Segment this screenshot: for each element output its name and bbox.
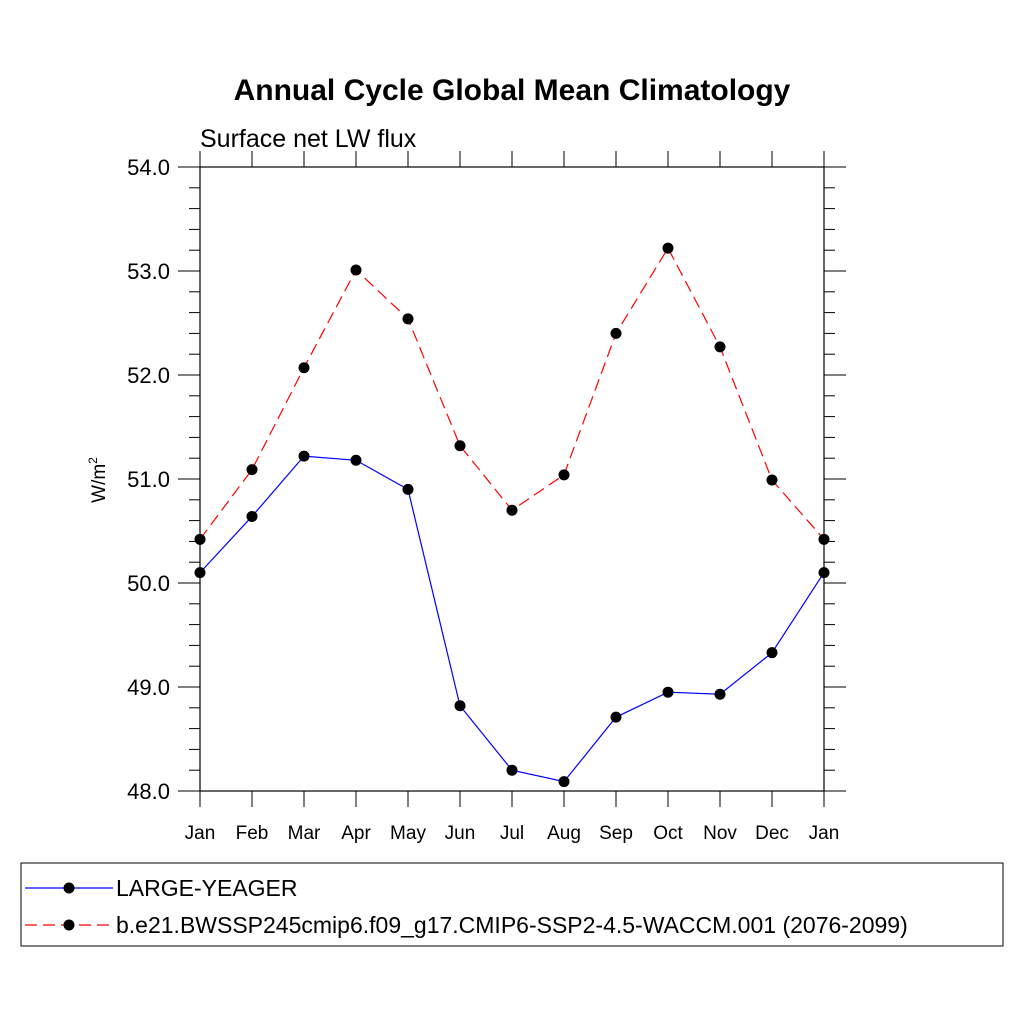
series-2-point bbox=[350, 264, 362, 276]
x-tick-label: Jun bbox=[445, 823, 476, 844]
x-tick-label: Jul bbox=[500, 823, 524, 844]
series-1-point bbox=[506, 764, 518, 776]
axis-ticks bbox=[178, 151, 846, 807]
legend-marker-2 bbox=[63, 919, 75, 931]
series-1-point bbox=[246, 510, 258, 522]
y-tick-label: 53.0 bbox=[127, 259, 170, 284]
series-1-point bbox=[662, 686, 674, 698]
series-1-point bbox=[766, 647, 778, 659]
series-2-point bbox=[662, 242, 674, 254]
series-2-point bbox=[766, 474, 778, 486]
legend-box bbox=[20, 862, 1004, 947]
y-tick-label: 52.0 bbox=[127, 363, 170, 388]
y-tick-labels: 48.0 49.0 50.0 51.0 52.0 53.0 54.0 bbox=[127, 155, 170, 804]
series-1-point bbox=[402, 483, 414, 495]
y-tick-label: 50.0 bbox=[127, 571, 170, 596]
series-line-2 bbox=[199, 246, 825, 540]
x-tick-label: Jan bbox=[809, 823, 840, 844]
series-1-point bbox=[818, 567, 830, 579]
series-2-point bbox=[558, 469, 570, 481]
x-tick-label: Feb bbox=[236, 823, 269, 844]
series-1-point bbox=[298, 450, 310, 462]
series-2-point bbox=[246, 464, 258, 476]
y-tick-label: 51.0 bbox=[127, 467, 170, 492]
series-layer bbox=[194, 242, 830, 788]
x-tick-label: Sep bbox=[599, 823, 633, 844]
x-tick-label: May bbox=[390, 823, 426, 844]
x-tick-label: Nov bbox=[703, 823, 737, 844]
svg-text:W/m2: W/m2 bbox=[86, 457, 110, 503]
chart-title: Annual Cycle Global Mean Climatology bbox=[234, 74, 791, 107]
series-1-point bbox=[454, 700, 466, 712]
x-tick-labels: Jan Feb Mar Apr May Jun Jul Aug Sep Oct Nov Dec Jan bbox=[185, 823, 840, 844]
y-axis-label: W/m2 bbox=[86, 457, 110, 503]
x-tick-label: Oct bbox=[653, 823, 683, 844]
series-2-point bbox=[298, 362, 310, 374]
y-tick-label: 54.0 bbox=[127, 155, 170, 180]
x-tick-label: Dec bbox=[755, 823, 789, 844]
series-2-point bbox=[454, 440, 466, 452]
series-1-point bbox=[194, 567, 206, 579]
series-2-point bbox=[506, 504, 518, 516]
y-axis-label-superscript: 2 bbox=[86, 457, 100, 464]
plot-frame bbox=[199, 166, 825, 792]
x-tick-label: Mar bbox=[288, 823, 321, 844]
series-2-point bbox=[610, 327, 622, 339]
y-axis-label-text: W/m bbox=[89, 464, 110, 503]
series-1-point bbox=[350, 454, 362, 466]
legend-label-1: LARGE-YEAGER bbox=[116, 875, 298, 901]
x-tick-label: Apr bbox=[341, 823, 371, 844]
series-2-point bbox=[714, 341, 726, 353]
x-tick-label: Jan bbox=[185, 823, 216, 844]
series-1-point bbox=[610, 711, 622, 723]
series-2-point bbox=[818, 533, 830, 545]
legend: LARGE-YEAGER b.e21.BWSSP245cmip6.f09_g17.… bbox=[25, 875, 908, 938]
chart-subtitle: Surface net LW flux bbox=[200, 125, 417, 153]
y-tick-label: 48.0 bbox=[127, 779, 170, 804]
series-2-point bbox=[402, 313, 414, 325]
legend-marker-1 bbox=[63, 882, 75, 894]
series-2-point bbox=[194, 533, 206, 545]
series-1-point bbox=[714, 688, 726, 700]
y-tick-label: 49.0 bbox=[127, 675, 170, 700]
legend-label-2: b.e21.BWSSP245cmip6.f09_g17.CMIP6-SSP2-4… bbox=[116, 912, 908, 938]
x-tick-label: Aug bbox=[547, 823, 581, 844]
series-1-point bbox=[558, 776, 570, 788]
